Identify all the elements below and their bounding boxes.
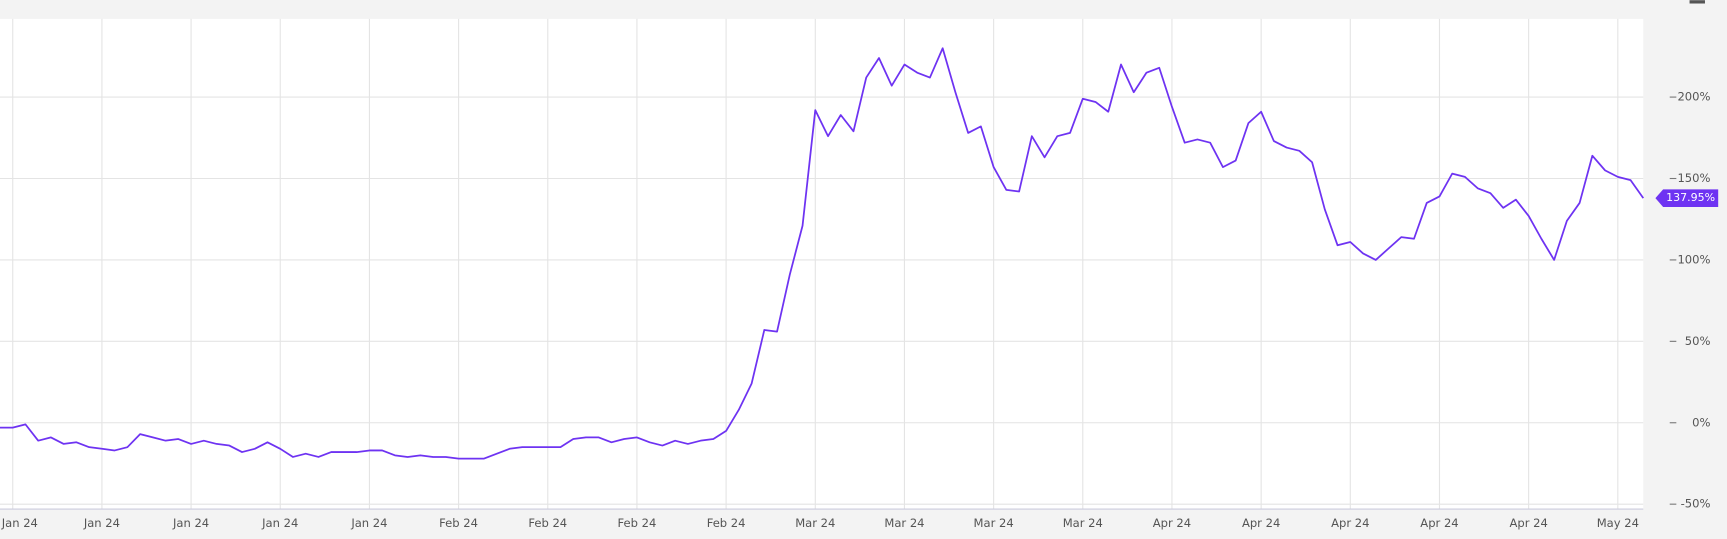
x-tick-label: Mar 24 bbox=[795, 516, 835, 530]
value-badge bbox=[1655, 189, 1719, 207]
x-tick-label: Mar 24 bbox=[884, 516, 924, 530]
x-tick-label: Jan 24 bbox=[172, 516, 209, 530]
x-tick-label: Apr 24 bbox=[1509, 516, 1547, 530]
y-tick-label: 100% bbox=[1677, 252, 1710, 266]
x-tick-label: Feb 24 bbox=[439, 516, 478, 530]
plot-area bbox=[0, 18, 1644, 510]
grid: -50% 0% 50% 100% 150% 200% Jan 24 Jan 24 Jan 24 J… bbox=[0, 18, 1711, 530]
x-tick-label: Mar 24 bbox=[974, 516, 1014, 530]
x-tick-label: Apr 24 bbox=[1153, 516, 1191, 530]
x-tick-label: Apr 24 bbox=[1242, 516, 1280, 530]
line bbox=[0, 47, 1645, 460]
x-tick-label: Jan 24 bbox=[83, 516, 120, 530]
y-tick-label: 50% bbox=[1685, 334, 1711, 348]
value-label: 137.95% bbox=[1666, 191, 1715, 204]
x-tick-label: Apr 24 bbox=[1420, 516, 1458, 530]
x-tick-label: Jan 24 bbox=[261, 516, 298, 530]
y-tick-label: -50% bbox=[1681, 497, 1711, 511]
x-tick-label: Feb 24 bbox=[528, 516, 567, 530]
x-tick-label: Jan 24 bbox=[1, 516, 38, 530]
y-tick-label: 200% bbox=[1677, 90, 1710, 104]
x-tick-label: Feb 24 bbox=[618, 516, 657, 530]
x-tick-label: Mar 24 bbox=[1063, 516, 1103, 530]
y-tick-label: 0% bbox=[1692, 415, 1710, 429]
x-tick-label: Feb 24 bbox=[707, 516, 746, 530]
x-tick-label: Jan 24 bbox=[350, 516, 387, 530]
x-tick-label: May 24 bbox=[1597, 516, 1639, 530]
marks: 137.95% bbox=[0, 47, 1719, 460]
menu-icon[interactable] bbox=[1689, 0, 1705, 4]
x-tick-label: Apr 24 bbox=[1331, 516, 1369, 530]
y-tick-label: 150% bbox=[1677, 171, 1710, 185]
